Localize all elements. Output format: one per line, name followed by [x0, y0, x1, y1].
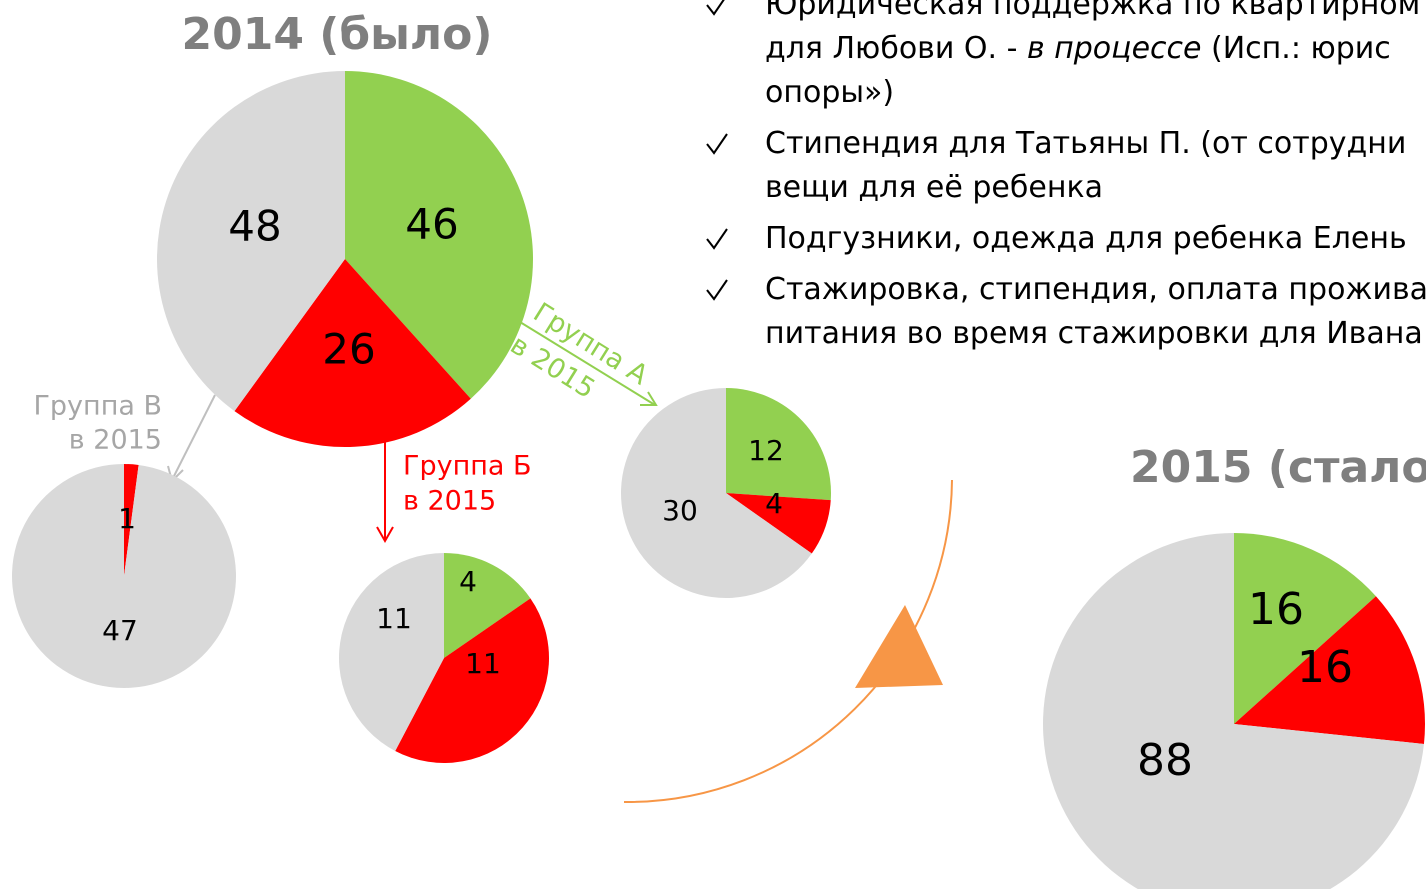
arrow-head [376, 526, 394, 544]
bullet-line: Подгузники, одежда для ребенка Елень [765, 221, 1407, 256]
data-label: 16 [1248, 584, 1304, 635]
bullet-text: вещи для её ребенка [765, 170, 1103, 205]
data-label: 46 [405, 200, 458, 249]
bullet-line: Юридическая поддержка по квартирном [765, 0, 1420, 22]
arrow [519, 321, 656, 406]
bullet-text: Юридическая поддержка по квартирном [765, 0, 1420, 22]
pie-slice [345, 71, 533, 399]
pie-slice [1043, 533, 1424, 889]
pie-slice [1234, 533, 1376, 724]
arrows [167, 321, 953, 804]
arrow [171, 394, 216, 481]
bullet-line: Стипендия для Татьяны П. (от сотрудни [765, 126, 1406, 161]
bullet-text: (Исп.: юрис [1202, 31, 1391, 66]
bullet-line: Стажировка, стипендия, оплата прожива [765, 272, 1426, 307]
data-label: 4 [765, 487, 783, 520]
bullet-text: Стипендия для Татьяны П. (от сотрудни [765, 126, 1406, 161]
pie-slice [339, 553, 444, 751]
bullet-text: для Любови О. - [765, 31, 1027, 66]
data-label: 11 [465, 647, 501, 680]
bullet-line: для Любови О. - в процессе (Исп.: юрис [765, 31, 1391, 66]
pie-slice [234, 259, 471, 447]
check-mark [706, 0, 725, 16]
pie-slice [395, 598, 550, 764]
check-mark [706, 228, 728, 250]
data-label: 4 [459, 565, 477, 598]
data-label: 12 [748, 434, 784, 467]
pie-slice [444, 553, 531, 658]
triangle [855, 605, 943, 688]
check-mark [706, 133, 728, 155]
data-label: 11 [376, 602, 412, 635]
bullet-text: в процессе [1027, 31, 1202, 66]
pie-slice [621, 388, 812, 599]
group-label: в 2015 [69, 425, 162, 456]
group-label: в 2015 [403, 486, 496, 517]
bullet-line: питания во время стажировки для Ивана [765, 316, 1423, 351]
pie-slice [124, 464, 139, 576]
bullet-text: опоры») [765, 75, 894, 110]
data-label: 48 [228, 202, 281, 251]
group-label: Группа В [33, 391, 162, 422]
chart-title: 2015 (стало) [1130, 442, 1426, 493]
data-label: 26 [322, 325, 375, 374]
check-mark [706, 279, 728, 301]
data-label: 88 [1137, 735, 1193, 786]
arc [623, 479, 953, 804]
pie-slice [157, 71, 345, 412]
bullet-text: Подгузники, одежда для ребенка Елень [765, 221, 1407, 256]
bullet-line: вещи для её ребенка [765, 170, 1103, 205]
bullet-text: Стажировка, стипендия, оплата прожива [765, 272, 1426, 307]
pie-slice [726, 493, 831, 554]
data-label: 16 [1297, 642, 1353, 693]
pie-slice [726, 388, 832, 501]
data-label: 30 [662, 494, 698, 527]
data-label: 47 [102, 614, 138, 647]
pie-slice [1234, 596, 1425, 744]
pie-slice [12, 464, 237, 689]
bullet-text: питания во время стажировки для Ивана [765, 316, 1423, 351]
chart-title: 2014 (было) [182, 9, 493, 60]
data-label: 1 [118, 502, 136, 535]
group-label: Группа Б [403, 451, 532, 482]
arrow-head [640, 391, 658, 406]
bullet-line: опоры») [765, 75, 894, 110]
